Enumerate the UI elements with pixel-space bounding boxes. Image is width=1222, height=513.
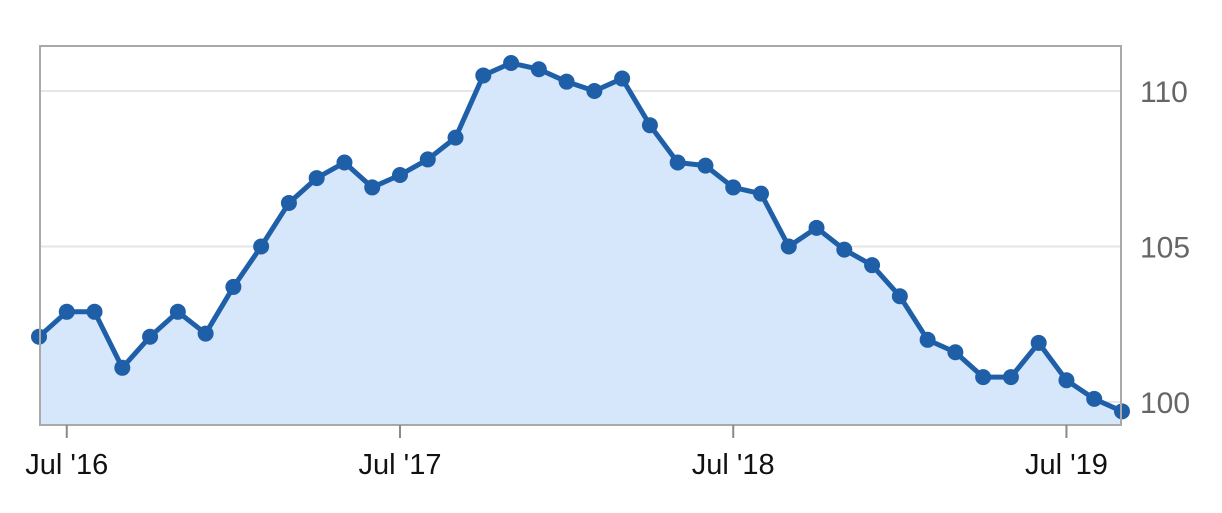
data-point-2017-01 xyxy=(225,278,242,295)
x-axis: Jul '16 Jul '17 Jul '18 Jul '19 xyxy=(25,425,1108,481)
data-point-2019-01 xyxy=(891,288,908,305)
data-point-2018-02 xyxy=(586,83,603,99)
data-point-2016-10 xyxy=(142,328,159,345)
data-point-2019-02 xyxy=(919,331,936,348)
y-tick-label: 105 xyxy=(1140,232,1190,265)
data-point-2018-04 xyxy=(641,117,658,134)
data-point-2017-07 xyxy=(392,166,408,183)
data-points xyxy=(31,55,1130,420)
data-point-2019-08 xyxy=(1086,390,1103,407)
data-point-2018-01 xyxy=(558,73,575,90)
data-point-2018-08 xyxy=(753,185,769,202)
data-point-2016-07 xyxy=(58,303,75,320)
data-point-2017-06 xyxy=(364,179,381,196)
x-tick-label: Jul '18 xyxy=(692,449,775,481)
data-point-2018-07 xyxy=(725,179,742,196)
series-line-layer xyxy=(36,60,1125,414)
data-point-2018-12 xyxy=(864,257,881,274)
data-point-2019-07 xyxy=(1058,372,1075,389)
data-point-2017-04 xyxy=(308,170,325,187)
data-point-2018-06 xyxy=(697,157,714,174)
data-point-2016-08 xyxy=(86,303,103,320)
plot-frame xyxy=(39,45,1122,426)
data-point-2017-09 xyxy=(447,129,464,146)
data-point-2016-12 xyxy=(197,325,214,342)
data-point-2017-03 xyxy=(280,194,297,211)
data-point-2017-11 xyxy=(503,55,520,72)
data-point-2019-05 xyxy=(1002,369,1019,386)
x-tick-label: Jul '19 xyxy=(1025,449,1108,481)
data-point-2019-03 xyxy=(947,344,964,361)
series-line xyxy=(36,60,1125,414)
data-point-2017-12 xyxy=(530,61,547,78)
data-point-2018-09 xyxy=(780,238,797,255)
data-point-2018-10 xyxy=(808,219,825,236)
data-point-2018-03 xyxy=(614,70,631,87)
x-tick-label: Jul '16 xyxy=(25,449,108,481)
y-axis: 100 105 110 xyxy=(1140,76,1190,420)
data-point-2017-08 xyxy=(419,151,436,168)
y-tick-label: 100 xyxy=(1140,387,1190,420)
x-tick-label: Jul '17 xyxy=(359,449,442,481)
data-point-2019-04 xyxy=(975,369,992,386)
data-point-2016-11 xyxy=(169,303,186,320)
area-fill xyxy=(39,63,1122,425)
data-point-2018-11 xyxy=(836,241,853,258)
y-tick-label: 110 xyxy=(1140,76,1188,109)
area-fill-layer xyxy=(39,63,1122,425)
data-point-2017-05 xyxy=(336,154,353,171)
data-point-2019-06 xyxy=(1030,334,1047,351)
plot-border xyxy=(39,45,1122,426)
data-point-2017-02 xyxy=(253,238,270,255)
data-point-2018-05 xyxy=(669,154,686,171)
data-point-2017-10 xyxy=(475,67,492,84)
data-point-2016-09 xyxy=(114,359,131,376)
